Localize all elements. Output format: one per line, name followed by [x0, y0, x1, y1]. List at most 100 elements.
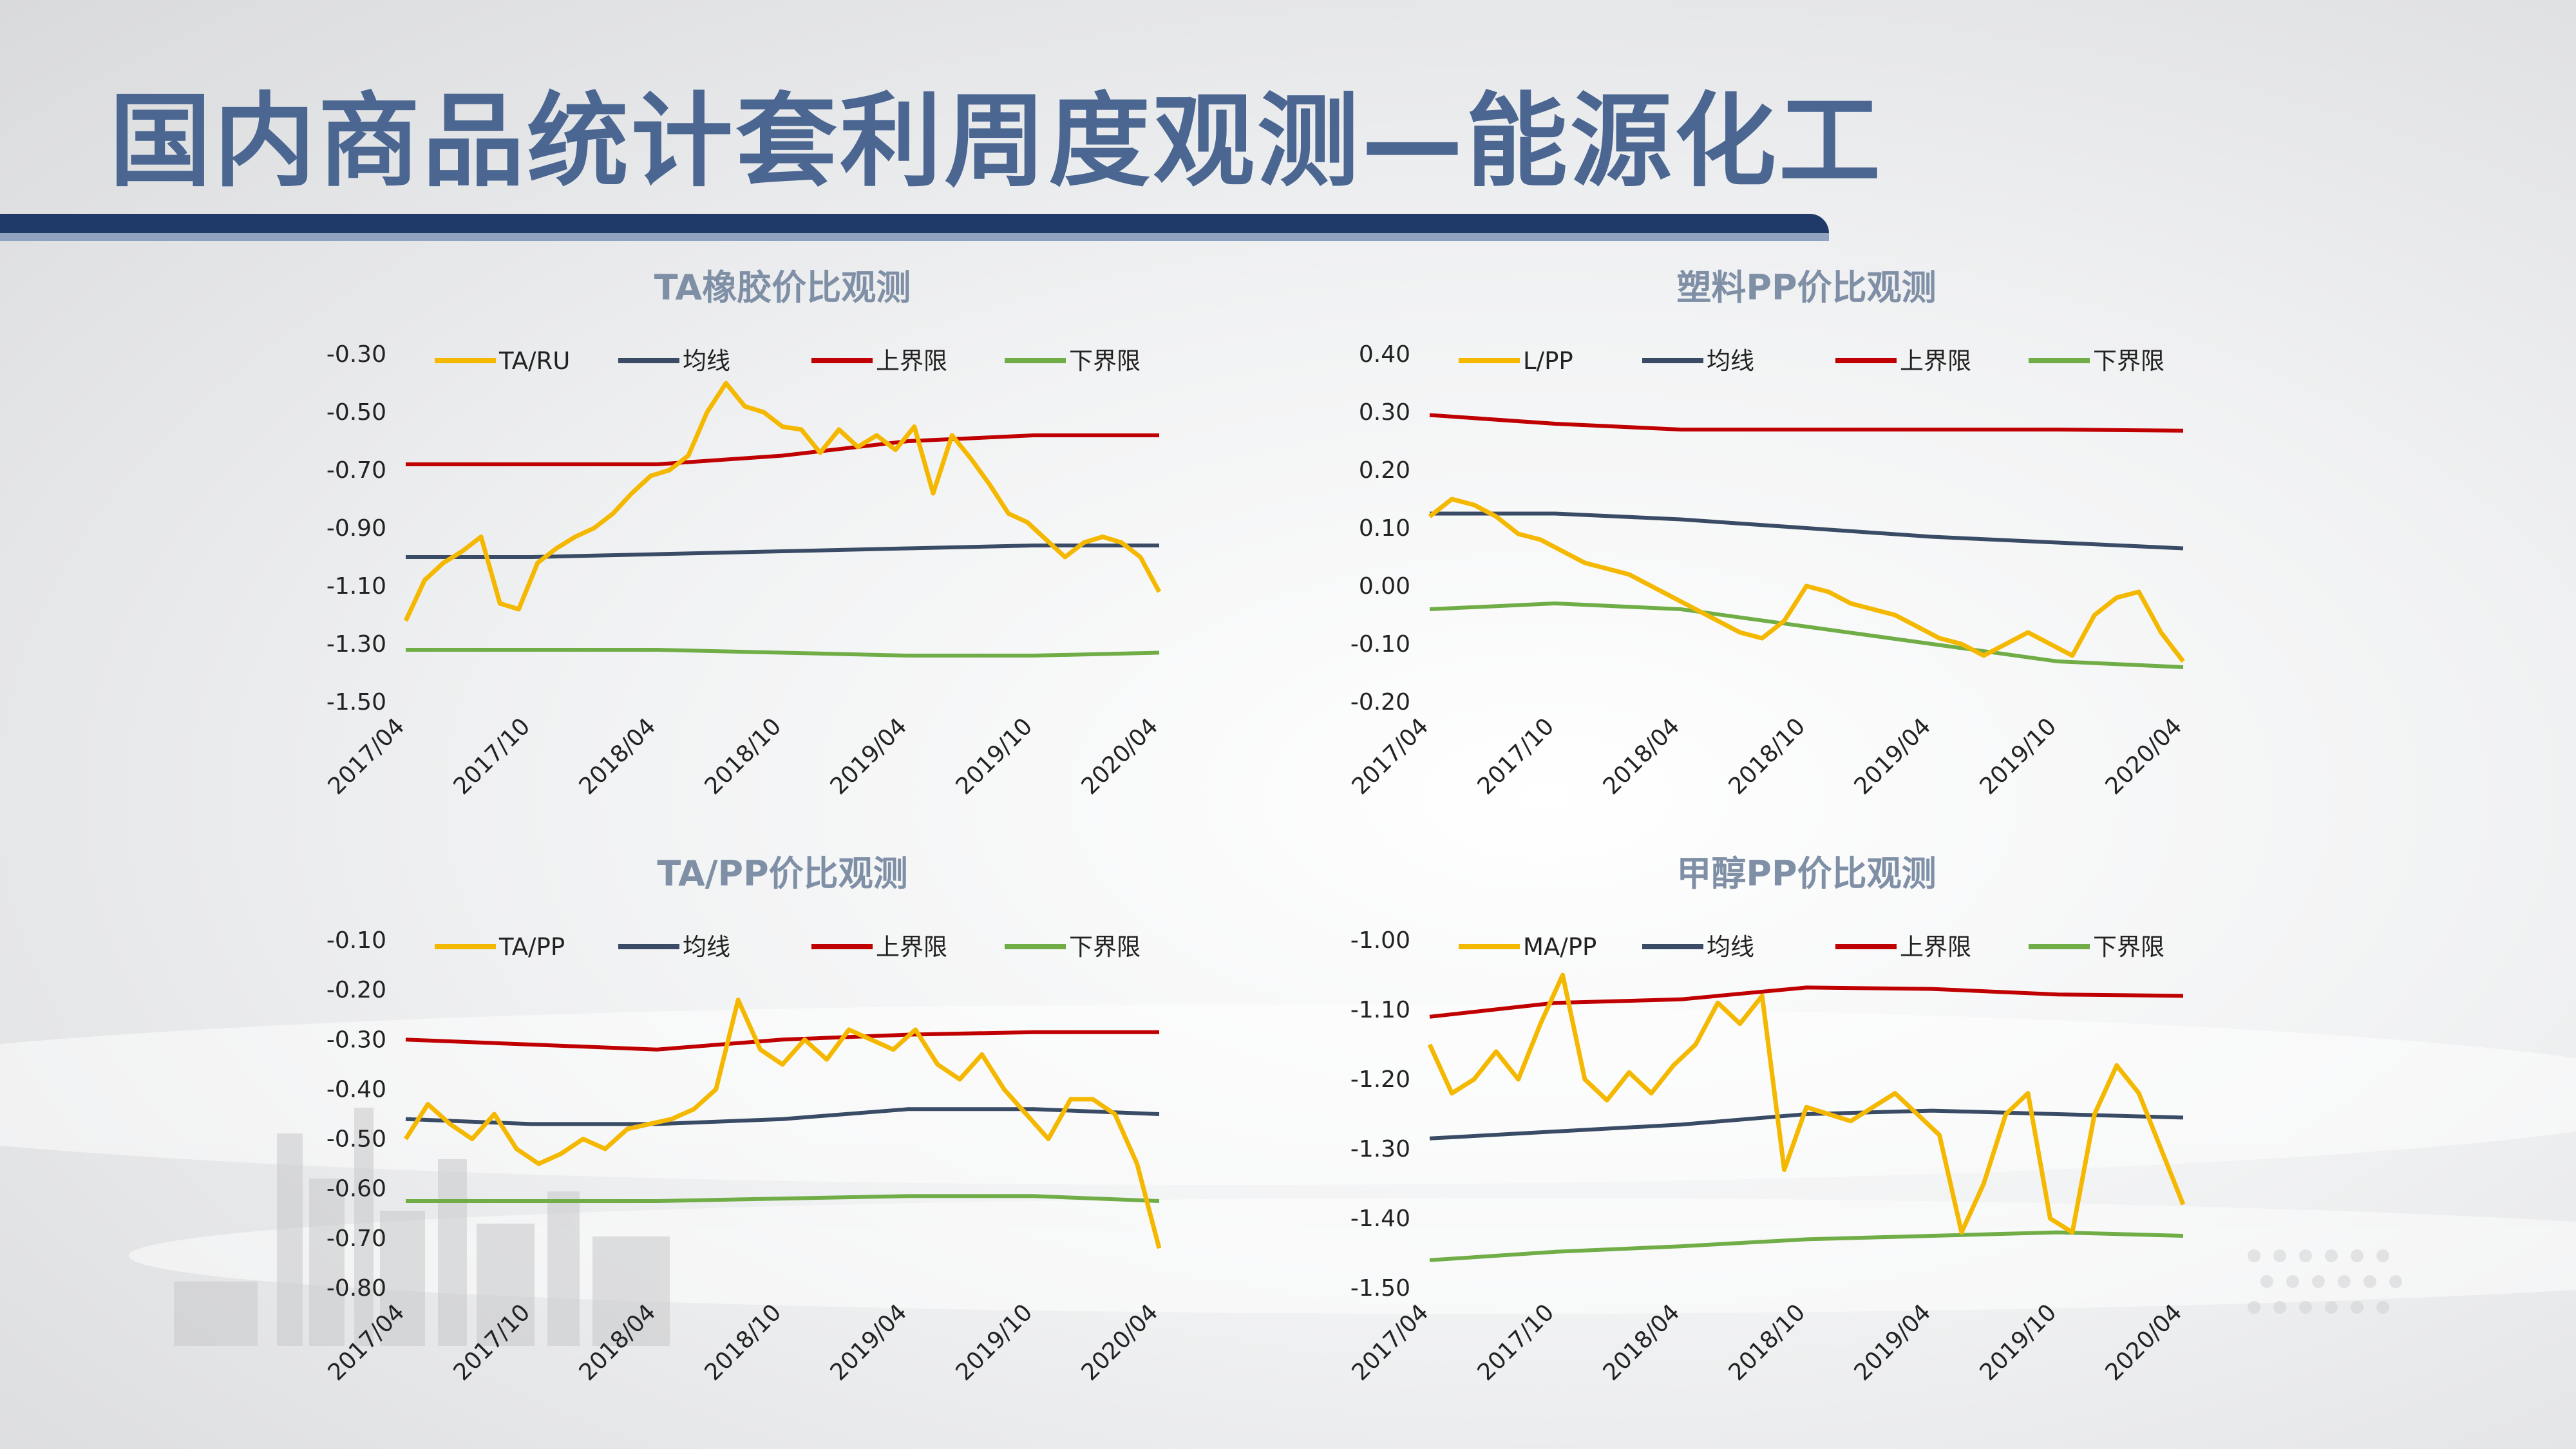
y-tick-label: -0.20	[1350, 689, 1410, 715]
x-tick-label: 2018/10	[700, 713, 787, 800]
chart-title: 塑料PP价比观测	[1676, 267, 1936, 308]
series-line-upper	[1429, 985, 2184, 1019]
legend-label: TA/PP	[498, 933, 565, 961]
series-line-lower	[1429, 1230, 2184, 1262]
x-tick-label: 2017/04	[1347, 713, 1434, 800]
x-tick-label: 2018/04	[1598, 713, 1685, 800]
x-tick-label: 2019/04	[826, 1299, 913, 1386]
series-line-upper	[406, 433, 1159, 466]
chart-ta-pp: TA/PP价比观测 -0.10 -0.20 -0.30 -0.40 -0.50 -0.60 -…	[309, 844, 1179, 1397]
chart-title: TA/PP价比观测	[657, 853, 907, 894]
title-underline-shadow	[0, 233, 1829, 241]
series-line-upper	[1429, 413, 2184, 433]
x-tick-label: 2019/04	[1850, 713, 1937, 800]
y-tick-label: -0.20	[327, 977, 386, 1003]
y-tick-label: 0.40	[1359, 341, 1410, 368]
legend-label: 均线	[1707, 347, 1754, 375]
legend-label: 均线	[683, 347, 730, 375]
x-tick-label: 2019/04	[1850, 1299, 1937, 1386]
x-tick-label: 2017/04	[323, 713, 410, 800]
series-line-mean	[1430, 511, 2184, 551]
chart-ta-ru: TA橡胶价比观测 -0.30 -0.50 -0.70 -0.90 -1.10 -1.30 -1…	[309, 258, 1179, 811]
series-line-mean	[406, 544, 1159, 559]
x-tick-label: 2018/10	[700, 1299, 787, 1386]
x-tick-label: 2017/10	[449, 713, 536, 800]
y-tick-label: -1.40	[1350, 1206, 1410, 1232]
y-tick-label: -1.20	[1350, 1066, 1410, 1093]
chart-title: TA橡胶价比观测	[654, 267, 911, 308]
series-line-ratio	[404, 998, 1162, 1249]
y-tick-label: -0.10	[1350, 631, 1410, 658]
x-tick-label: 2019/10	[1975, 713, 2062, 800]
chart-ma-pp: 甲醇PP价比观测 -1.00 -1.10 -1.20 -1.30 -1.40 -1.50 20…	[1333, 844, 2202, 1397]
legend-label: 下界限	[2093, 347, 2164, 375]
y-tick-label: -0.60	[327, 1176, 386, 1202]
y-tick-label: -0.30	[327, 341, 386, 368]
x-tick-label: 2017/10	[449, 1299, 536, 1386]
y-tick-label: -0.80	[327, 1275, 386, 1302]
chart-title: 甲醇PP价比观测	[1676, 853, 1936, 894]
y-tick-label: -1.10	[327, 573, 386, 600]
legend-label: 上界限	[876, 347, 947, 375]
y-tick-label: -1.30	[327, 631, 386, 658]
legend-label: 下界限	[2093, 933, 2164, 961]
y-tick-label: -0.50	[327, 399, 386, 426]
series-line-upper	[405, 1030, 1159, 1052]
title-bar: 国内商品统计套利周度观测—能源化工	[0, 0, 2576, 241]
x-tick-label: 2017/10	[1473, 713, 1560, 800]
legend-label: 下界限	[1069, 347, 1141, 375]
chart-l-pp: 塑料PP价比观测 0.40 0.30 0.20 0.10 0.00 -0.10 -0.20 20…	[1333, 258, 2202, 811]
legend-label: 下界限	[1069, 933, 1141, 961]
x-tick-label: 2018/10	[1724, 713, 1811, 800]
y-tick-label: 0.30	[1359, 399, 1410, 426]
x-tick-label: 2020/04	[1077, 713, 1164, 800]
x-tick-label: 2017/04	[323, 1299, 410, 1386]
legend-label: L/PP	[1523, 347, 1573, 375]
x-tick-label: 2018/10	[1724, 1299, 1811, 1386]
x-tick-label: 2018/04	[574, 1299, 661, 1386]
legend-label: MA/PP	[1523, 933, 1596, 961]
series-line-lower	[406, 1194, 1160, 1203]
chart-ma-pp-svg: 甲醇PP价比观测-1.00-1.10-1.20-1.30-1.40-1.5020…	[1347, 853, 2188, 1386]
series-line-ratio	[1428, 497, 2185, 663]
legend-label: 上界限	[876, 933, 947, 961]
legend-label: 上界限	[1900, 347, 1971, 375]
x-tick-label: 2020/04	[1077, 1299, 1164, 1386]
y-tick-label: -1.30	[1350, 1136, 1410, 1162]
x-tick-label: 2020/04	[2101, 1299, 2188, 1386]
series-line-mean	[1429, 1108, 2184, 1141]
x-tick-label: 2018/04	[574, 713, 661, 800]
y-tick-label: -1.50	[1350, 1275, 1410, 1302]
legend-label: 上界限	[1900, 933, 1971, 961]
y-tick-label: -0.70	[327, 457, 386, 484]
title-underline	[0, 214, 1829, 233]
y-tick-label: -0.30	[327, 1027, 386, 1053]
x-tick-label: 2017/04	[1347, 1299, 1434, 1386]
y-tick-label: 0.00	[1359, 573, 1410, 600]
series-line-mean	[405, 1107, 1160, 1126]
y-tick-label: -0.10	[327, 927, 386, 954]
x-tick-label: 2019/10	[951, 1299, 1038, 1386]
chart-ta-ru-svg: TA橡胶价比观测 -0.30 -0.50 -0.70 -0.90 -1.10 -1.30 -1…	[323, 267, 1164, 800]
legend-label: 均线	[1707, 933, 1754, 961]
y-tick-label: -1.10	[1350, 997, 1410, 1023]
series-line-lower	[1429, 601, 2184, 669]
legend-label: 均线	[683, 933, 730, 961]
x-tick-label: 2018/04	[1598, 1299, 1685, 1386]
x-tick-label: 2019/10	[951, 713, 1038, 800]
legend-label: TA/RU	[498, 347, 570, 375]
series-line-ratio	[1427, 972, 2186, 1235]
x-tick-label: 2019/10	[1975, 1299, 2062, 1386]
x-tick-label: 2019/04	[826, 713, 913, 800]
x-tick-label: 2020/04	[2101, 713, 2188, 800]
chart-l-pp-svg: 塑料PP价比观测0.400.300.200.100.00-0.10-0.2020…	[1347, 267, 2188, 800]
y-tick-label: -0.40	[327, 1076, 386, 1103]
series-line-ratio	[403, 381, 1162, 622]
page-title: 国内商品统计套利周度观测—能源化工	[109, 82, 1883, 201]
y-tick-label: -0.50	[327, 1126, 386, 1153]
y-tick-label: 0.10	[1359, 515, 1410, 542]
y-tick-label: -1.50	[327, 689, 386, 715]
series-line-lower	[406, 648, 1160, 658]
y-tick-label: 0.20	[1359, 457, 1410, 484]
x-tick-label: 2017/10	[1473, 1299, 1560, 1386]
